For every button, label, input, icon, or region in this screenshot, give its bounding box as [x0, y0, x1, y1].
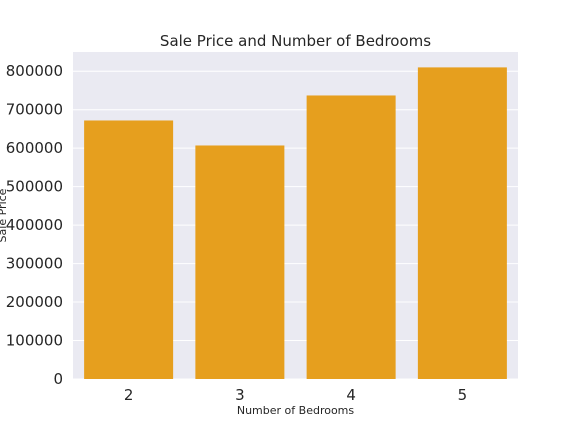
y-tick-label: 100000	[6, 332, 63, 350]
y-tick-label: 800000	[6, 62, 63, 80]
bar-5	[417, 67, 507, 379]
bars	[84, 67, 507, 379]
bar-3	[195, 145, 285, 379]
y-tick-label: 600000	[6, 139, 63, 157]
bar-2	[84, 120, 174, 379]
chart-title: Sale Price and Number of Bedrooms	[160, 32, 431, 50]
x-tick-label: 3	[235, 386, 245, 404]
y-tick-label: 400000	[6, 216, 63, 234]
y-axis-label: Sale Price	[0, 188, 9, 242]
x-tick-labels: 2 3 4 5	[124, 386, 467, 404]
x-axis-label: Number of Bedrooms	[237, 404, 355, 417]
x-tick-label: 2	[124, 386, 134, 404]
y-tick-label: 200000	[6, 293, 63, 311]
x-tick-label: 4	[346, 386, 356, 404]
y-tick-label: 300000	[6, 255, 63, 273]
x-tick-label: 5	[458, 386, 468, 404]
y-tick-label: 500000	[6, 178, 63, 196]
y-tick-labels: 0 100000 200000 300000 400000 500000 600000 700…	[6, 62, 63, 388]
y-tick-label: 700000	[6, 101, 63, 119]
y-tick-label: 0	[53, 370, 63, 388]
bar-4	[306, 95, 396, 379]
